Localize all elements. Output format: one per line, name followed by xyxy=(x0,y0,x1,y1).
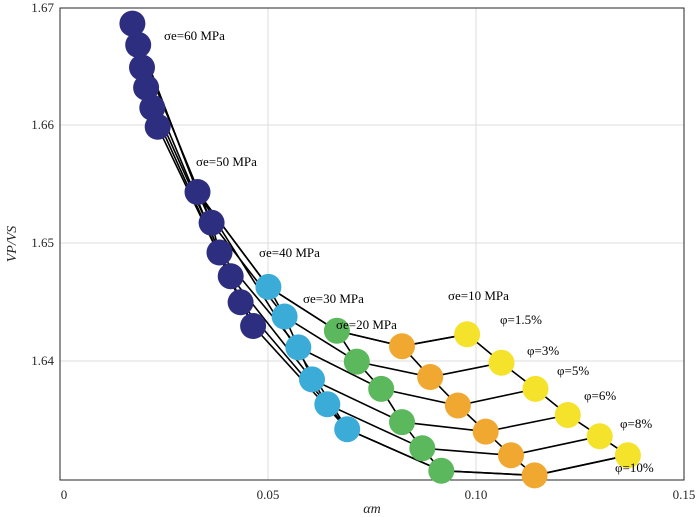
data-point xyxy=(454,321,481,348)
pressure-label-60: σe=60 MPa xyxy=(164,28,225,43)
porosity-label-1-5: φ=1.5% xyxy=(500,312,542,327)
data-point xyxy=(227,289,254,316)
data-markers xyxy=(119,10,641,489)
data-point xyxy=(343,348,370,375)
data-point xyxy=(198,209,225,236)
y-axis-label: VP/VS xyxy=(5,226,20,263)
data-point xyxy=(217,263,244,290)
data-point xyxy=(498,442,524,469)
x-tick-label: 0.15 xyxy=(673,487,696,502)
y-tick-label: 1.64 xyxy=(31,353,54,368)
porosity-label-10: φ=10% xyxy=(615,460,654,475)
data-point xyxy=(389,333,415,360)
data-point xyxy=(206,239,233,266)
porosity-label-3: φ=3% xyxy=(527,343,559,358)
pressure-label-40: σe=40 MPa xyxy=(259,245,320,260)
y-tick-label: 1.66 xyxy=(31,117,54,132)
data-point xyxy=(125,31,152,58)
data-point xyxy=(133,74,160,101)
porosity-annotations: φ=1.5% φ=3% φ=5% φ=6% φ=8% φ=10% xyxy=(500,312,654,475)
pressure-label-10: σe=10 MPa xyxy=(448,288,509,303)
connector-line-0 xyxy=(131,23,468,348)
porosity-line-1 xyxy=(137,44,502,378)
pressure-label-20: σe=20 MPa xyxy=(336,317,397,332)
data-point xyxy=(417,364,444,390)
data-point xyxy=(314,391,341,418)
porosity-line-0 xyxy=(131,23,468,348)
data-point xyxy=(139,94,166,121)
x-tick-label: 0 xyxy=(61,487,68,502)
data-point xyxy=(368,375,395,402)
plot-frame xyxy=(59,7,685,481)
x-axis-label: αm xyxy=(363,502,380,517)
data-point xyxy=(472,418,499,445)
y-tick-label: 1.65 xyxy=(31,235,54,250)
data-point xyxy=(409,435,436,462)
network-lines xyxy=(131,23,629,477)
data-point xyxy=(240,313,267,339)
porosity-label-5: φ=5% xyxy=(557,363,589,378)
pressure-annotations: σe=60 MPa σe=50 MPa σe=40 MPa σe=30 MPa … xyxy=(164,28,509,332)
x-axis: 0 0.05 0.10 0.15 xyxy=(61,487,696,502)
porosity-label-8: φ=8% xyxy=(620,416,652,431)
data-point xyxy=(389,409,415,436)
connector-line-1 xyxy=(131,23,629,477)
data-point xyxy=(184,179,211,205)
pressure-label-50: σe=50 MPa xyxy=(196,154,257,169)
data-point xyxy=(521,462,548,489)
x-tick-label: 0.05 xyxy=(257,487,280,502)
data-point xyxy=(614,442,641,469)
data-point xyxy=(285,334,312,361)
data-point xyxy=(119,10,146,37)
y-tick-label: 1.67 xyxy=(31,0,54,15)
data-point xyxy=(299,366,325,393)
data-point xyxy=(323,317,350,344)
data-point xyxy=(129,54,155,81)
data-point xyxy=(522,375,549,402)
data-point xyxy=(255,273,282,300)
data-point xyxy=(586,423,613,450)
data-point xyxy=(554,402,581,428)
data-point xyxy=(428,457,455,484)
data-point xyxy=(271,303,298,330)
x-tick-label: 0.10 xyxy=(465,487,488,502)
y-axis: 1.64 1.65 1.66 1.67 xyxy=(31,0,54,368)
data-point xyxy=(334,416,361,443)
pressure-label-30: σe=30 MPa xyxy=(303,291,364,306)
porosity-label-6: φ=6% xyxy=(584,388,616,403)
data-point xyxy=(488,349,515,376)
data-point xyxy=(444,392,471,419)
